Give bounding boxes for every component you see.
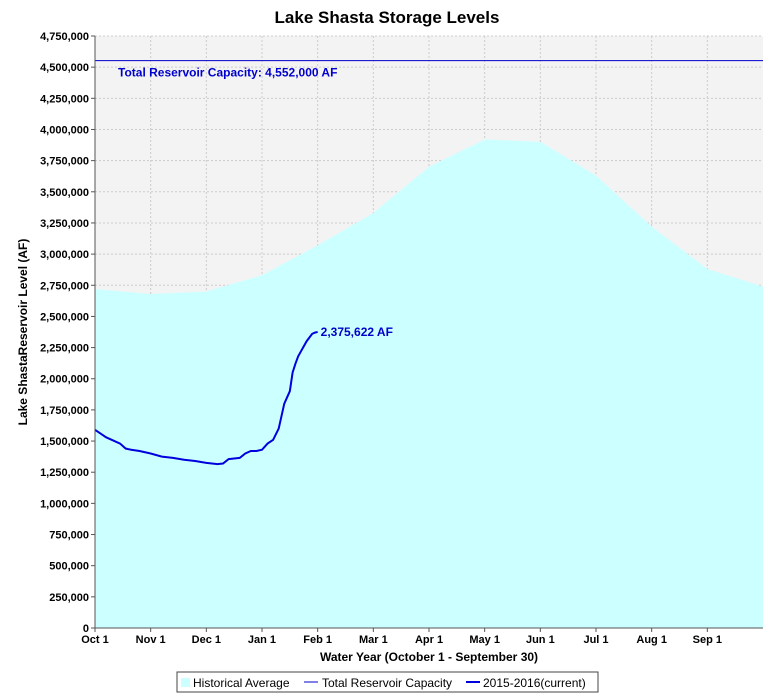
x-tick-label: Feb 1 <box>303 634 332 646</box>
y-tick-label: 2,750,000 <box>40 280 89 292</box>
y-tick-label: 1,250,000 <box>40 467 89 479</box>
y-tick-label: 3,250,000 <box>40 218 89 230</box>
x-tick-label: Aug 1 <box>636 634 667 646</box>
x-tick-label: Apr 1 <box>415 634 443 646</box>
x-tick-label: Sep 1 <box>693 634 722 646</box>
capacity-annotation: Total Reservoir Capacity: 4,552,000 AF <box>118 66 337 80</box>
y-tick-label: 750,000 <box>49 530 89 542</box>
legend-swatch-historical-average <box>181 678 190 687</box>
y-tick-label: 4,250,000 <box>40 93 89 105</box>
y-tick-label: 4,500,000 <box>40 62 89 74</box>
y-tick-label: 1,500,000 <box>40 436 89 448</box>
legend-label-capacity: Total Reservoir Capacity <box>322 676 452 690</box>
x-tick-label: Nov 1 <box>136 634 166 646</box>
historical-average-area <box>95 139 763 628</box>
y-tick-labels: 0 250,000 500,000 750,000 1,000,000 1,250,000… <box>40 31 89 635</box>
y-tick-label: 250,000 <box>49 592 89 604</box>
chart-title: Lake Shasta Storage Levels <box>275 8 500 27</box>
legend-label-historical-average: Historical Average <box>193 676 290 690</box>
y-tick-label: 4,750,000 <box>40 31 89 43</box>
x-tick-label: Dec 1 <box>192 634 221 646</box>
legend-box <box>176 671 599 693</box>
current-value-label: 2,375,622 AF <box>321 325 393 339</box>
x-axis-label: Water Year (October 1 - September 30) <box>320 650 538 664</box>
legend-label-current: 2015-2016(current) <box>483 676 586 690</box>
y-tick-label: 3,500,000 <box>40 187 89 199</box>
y-tick-label: 500,000 <box>49 561 89 573</box>
x-tick-label: Jul 1 <box>583 634 608 646</box>
x-tick-label: May 1 <box>469 634 500 646</box>
y-tick-label: 0 <box>83 623 89 635</box>
y-tick-label: 1,750,000 <box>40 405 89 417</box>
x-tick-label: Jan 1 <box>248 634 276 646</box>
legend: Historical Average Total Reservoir Capac… <box>176 671 599 693</box>
y-tick-label: 3,750,000 <box>40 156 89 168</box>
y-tick-label: 2,250,000 <box>40 343 89 355</box>
x-tick-label: Mar 1 <box>359 634 388 646</box>
x-tick-labels: Oct 1 Nov 1 Dec 1 Jan 1 Feb 1 Mar 1 Apr 1 May 1… <box>81 634 722 646</box>
y-tick-label: 4,000,000 <box>40 124 89 136</box>
y-tick-label: 2,000,000 <box>40 374 89 386</box>
x-axis <box>94 627 763 632</box>
y-axis-label: Lake ShastaReservoir Level (AF) <box>16 239 30 426</box>
current-year-line <box>94 330 318 466</box>
x-tick-label: Oct 1 <box>81 634 109 646</box>
y-tick-label: 1,000,000 <box>40 498 89 510</box>
y-axis <box>91 35 96 629</box>
y-tick-label: 2,500,000 <box>40 311 89 323</box>
plot-area: Total Reservoir Capacity: 4,552,000 AF 2… <box>94 35 763 628</box>
y-tick-label: 3,000,000 <box>40 249 89 261</box>
x-tick-label: Jun 1 <box>526 634 555 646</box>
